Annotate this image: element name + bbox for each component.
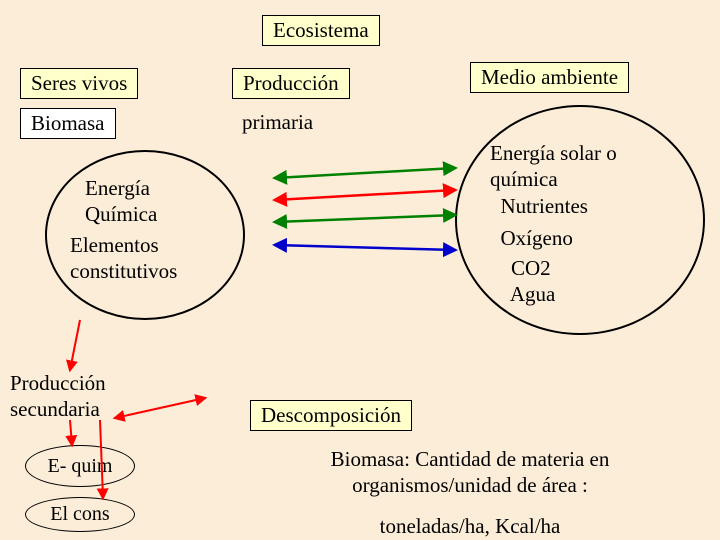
diagram-stage: Ecosistema Seres vivos Biomasa Producció… <box>0 0 720 540</box>
arrows-layer <box>0 0 720 540</box>
